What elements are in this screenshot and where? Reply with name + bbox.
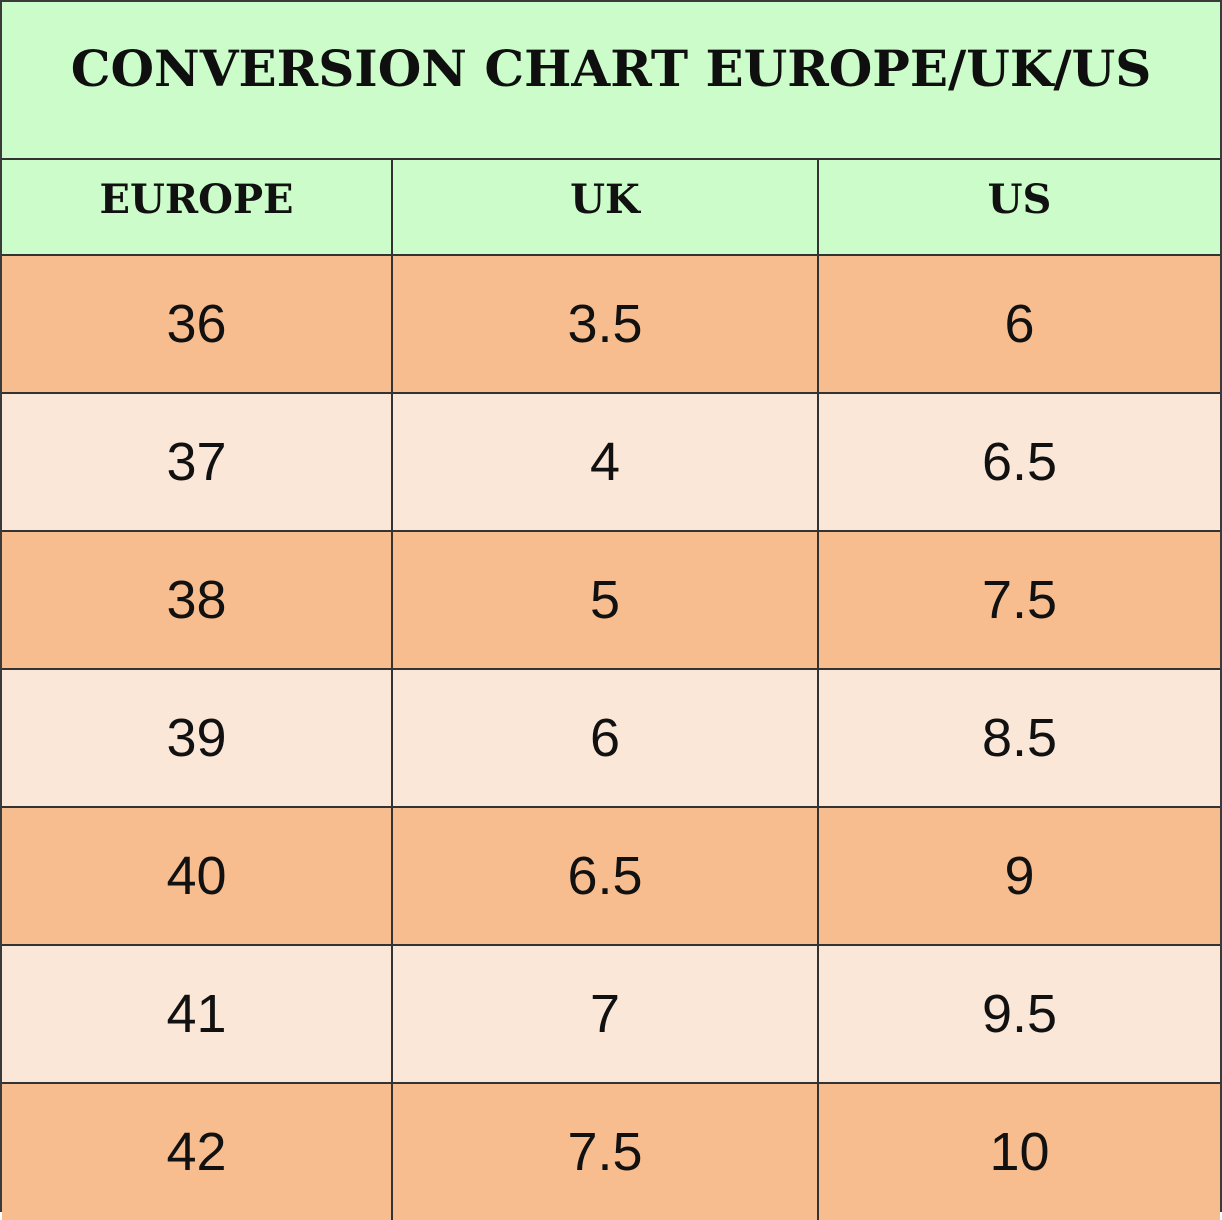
column-header-europe: EUROPE [2, 158, 393, 256]
cell-us: 6.5 [817, 392, 1220, 532]
table-row: 39 6 8.5 [2, 668, 1220, 808]
cell-uk: 5 [391, 530, 819, 670]
cell-uk: 4 [391, 392, 819, 532]
column-header-label: US [987, 175, 1052, 223]
conversion-table: EUROPE UK US 36 3.5 6 37 4 6.5 38 5 7.5 [2, 158, 1220, 1220]
cell-uk: 3.5 [391, 254, 819, 394]
table-row: 41 7 9.5 [2, 944, 1220, 1084]
column-header-us: US [817, 158, 1220, 256]
cell-us: 8.5 [817, 668, 1220, 808]
cell-us: 9.5 [817, 944, 1220, 1084]
column-header-uk: UK [391, 158, 819, 256]
title-bar: CONVERSION CHART EUROPE/UK/US [2, 2, 1220, 158]
cell-europe: 38 [2, 530, 393, 670]
table-row: 38 5 7.5 [2, 530, 1220, 670]
cell-europe: 40 [2, 806, 393, 946]
cell-us: 7.5 [817, 530, 1220, 670]
cell-uk: 6.5 [391, 806, 819, 946]
cell-uk: 6 [391, 668, 819, 808]
chart-title: CONVERSION CHART EUROPE/UK/US [70, 38, 1152, 98]
cell-uk: 7 [391, 944, 819, 1084]
cell-us: 6 [817, 254, 1220, 394]
header-row: EUROPE UK US [2, 158, 1220, 256]
cell-europe: 41 [2, 944, 393, 1084]
table-row: 37 4 6.5 [2, 392, 1220, 532]
column-header-label: UK [570, 175, 640, 223]
cell-europe: 37 [2, 392, 393, 532]
cell-us: 10 [817, 1082, 1220, 1220]
column-header-label: EUROPE [99, 175, 294, 223]
cell-europe: 36 [2, 254, 393, 394]
cell-us: 9 [817, 806, 1220, 946]
cell-europe: 42 [2, 1082, 393, 1220]
table-row: 42 7.5 10 [2, 1082, 1220, 1220]
cell-europe: 39 [2, 668, 393, 808]
cell-uk: 7.5 [391, 1082, 819, 1220]
table-row: 40 6.5 9 [2, 806, 1220, 946]
table-row: 36 3.5 6 [2, 254, 1220, 394]
